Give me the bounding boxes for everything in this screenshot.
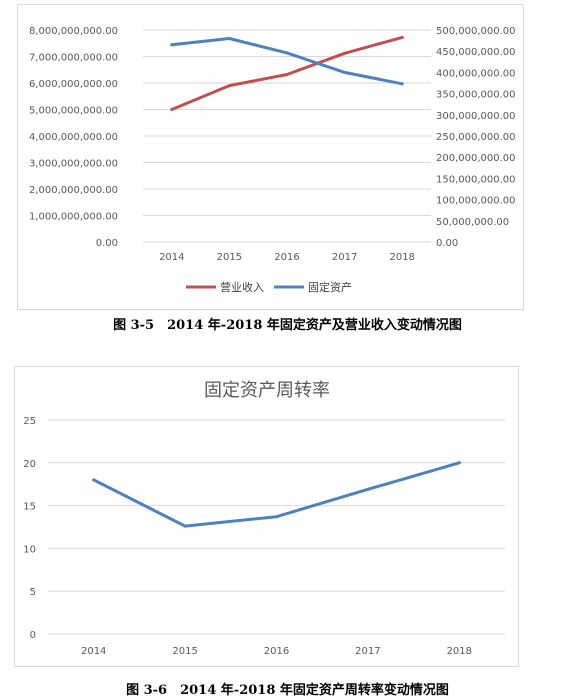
y-right-tick-label: 450,000,000.00 bbox=[436, 47, 516, 58]
x-tick-label: 2015 bbox=[217, 252, 242, 263]
y-left-tick-label: 3,000,000,000.00 bbox=[29, 159, 118, 170]
data-point bbox=[92, 478, 96, 482]
y-right-tick-label: 100,000,000.00 bbox=[436, 196, 516, 207]
x-tick-label: 2016 bbox=[274, 252, 299, 263]
y-right-tick-label: 400,000,000.00 bbox=[436, 68, 516, 79]
data-point bbox=[366, 487, 370, 491]
data-point bbox=[457, 461, 461, 465]
data-point bbox=[285, 51, 289, 55]
y-right-tick-label: 0.00 bbox=[436, 238, 458, 249]
x-tick-label: 2017 bbox=[355, 646, 380, 657]
legend-label: 营业收入 bbox=[220, 280, 264, 294]
y-right-tick-label: 500,000,000.00 bbox=[436, 26, 516, 37]
y-left-tick-label: 8,000,000,000.00 bbox=[29, 26, 118, 37]
y-right-tick-label: 250,000,000.00 bbox=[436, 132, 516, 143]
y-tick-label: 15 bbox=[23, 502, 36, 513]
x-tick-label: 2016 bbox=[264, 646, 289, 657]
y-left-tick-label: 1,000,000,000.00 bbox=[29, 212, 118, 223]
figure-caption-3-5: 图 3-5 2014 年-2018 年固定资产及营业收入变动情况图 bbox=[113, 318, 462, 333]
data-point bbox=[275, 515, 278, 519]
data-point bbox=[400, 35, 404, 39]
x-tick-label: 2014 bbox=[159, 252, 184, 263]
x-tick-label: 2018 bbox=[447, 646, 472, 657]
data-point bbox=[227, 84, 231, 88]
y-left-tick-label: 6,000,000,000.00 bbox=[29, 79, 118, 90]
y-tick-label: 25 bbox=[23, 416, 36, 427]
data-point bbox=[170, 108, 174, 111]
legend-label: 固定资产 bbox=[308, 280, 352, 294]
y-tick-label: 5 bbox=[30, 587, 36, 598]
y-right-tick-label: 150,000,000.00 bbox=[436, 174, 516, 185]
chart-fixed-assets-revenue: 0.00 1,000,000,000.00 2,000,000,000.00 3,00… bbox=[17, 4, 524, 310]
y-tick-label: 10 bbox=[23, 544, 36, 555]
data-point bbox=[227, 36, 231, 40]
y-tick-label: 0 bbox=[30, 630, 36, 641]
x-tick-label: 2015 bbox=[172, 646, 197, 657]
data-point bbox=[343, 51, 347, 55]
figure-caption-3-6: 图 3-6 2014 年-2018 年固定资产周转率变动情况图 bbox=[126, 683, 449, 698]
series-line-2 bbox=[170, 37, 404, 86]
y-left-tick-label: 4,000,000,000.00 bbox=[29, 132, 118, 143]
chart-title: 固定资产周转率 bbox=[204, 380, 330, 401]
y-left-tick-label: 2,000,000,000.00 bbox=[29, 185, 118, 196]
y-right-tick-label: 300,000,000.00 bbox=[436, 111, 516, 122]
y-right-tick-label: 200,000,000.00 bbox=[436, 153, 516, 164]
chart-1-svg: 0.00 1,000,000,000.00 2,000,000,000.00 3,00… bbox=[29, 26, 516, 294]
y-right-tick-label: 50,000,000.00 bbox=[436, 217, 509, 228]
y-left-tick-label: 0.00 bbox=[96, 238, 118, 249]
data-point bbox=[285, 73, 289, 77]
y-right-tick-label: 350,000,000.00 bbox=[436, 90, 516, 101]
x-tick-label: 2018 bbox=[389, 252, 414, 263]
x-tick-label: 2014 bbox=[81, 646, 106, 657]
data-point bbox=[343, 70, 347, 74]
data-point bbox=[170, 43, 174, 47]
data-point bbox=[400, 82, 404, 86]
data-point bbox=[183, 524, 187, 528]
chart-fixed-asset-turnover: 固定资产周转率 0 5 10 15 20 25 2014 2015 2016 2017 2018 bbox=[14, 366, 519, 667]
y-left-tick-label: 7,000,000,000.00 bbox=[29, 53, 118, 64]
y-left-tick-label: 5,000,000,000.00 bbox=[29, 106, 118, 117]
x-tick-label: 2017 bbox=[332, 252, 357, 263]
y-tick-label: 20 bbox=[23, 459, 36, 470]
chart-2-svg: 固定资产周转率 0 5 10 15 20 25 2014 2015 2016 2017 2018 bbox=[23, 380, 505, 657]
